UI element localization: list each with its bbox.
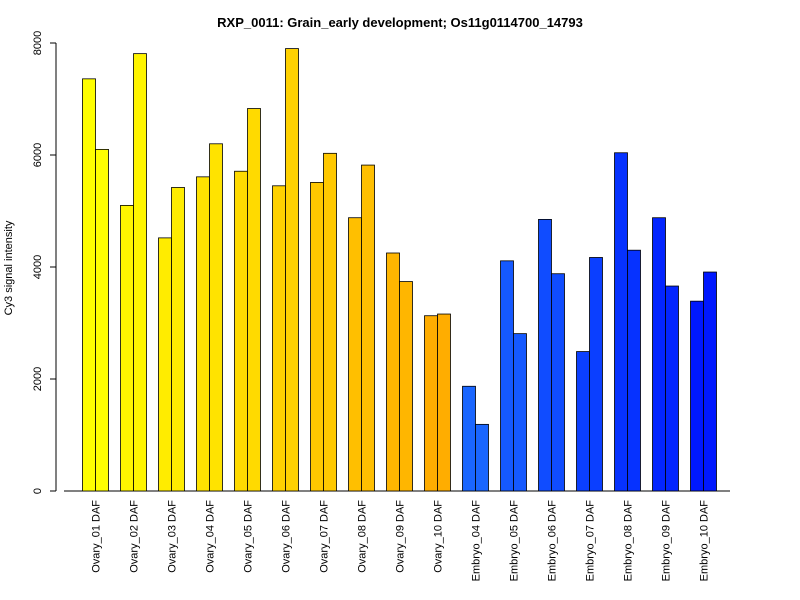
- y-tick-label: 4000: [32, 255, 44, 279]
- x-tick-label: Embryo_10 DAF: [699, 500, 711, 582]
- x-tick-label: Embryo_09 DAF: [661, 500, 673, 582]
- bar: [323, 152, 337, 492]
- bar: [272, 185, 286, 492]
- bar: [500, 260, 514, 492]
- bar: [95, 148, 109, 492]
- x-tick-label: Ovary_03 DAF: [167, 500, 179, 573]
- x-tick-label: Ovary_06 DAF: [281, 500, 293, 573]
- bar: [209, 143, 223, 492]
- bar: [551, 273, 565, 492]
- y-tick-label: 0: [32, 488, 44, 494]
- bar: [690, 300, 704, 492]
- bar: [171, 187, 185, 492]
- bar: [424, 315, 438, 492]
- bar: [475, 423, 489, 492]
- bar: [361, 164, 375, 492]
- x-tick-label: Embryo_08 DAF: [623, 500, 635, 582]
- bar: [196, 176, 210, 492]
- category-labels: Ovary_01 DAF Ovary_02 DAF Ovary_03 DAF Ovar…: [91, 500, 711, 582]
- bar: [576, 351, 590, 492]
- bar: [120, 204, 134, 492]
- bar: [234, 170, 248, 492]
- x-tick-label: Ovary_10 DAF: [433, 500, 445, 573]
- bar: [462, 385, 476, 492]
- y-axis-label: Cy3 signal intensity: [3, 220, 15, 315]
- chart-title: RXP_0011: Grain_early development; Os11g…: [217, 15, 583, 30]
- x-tick-label: Ovary_02 DAF: [129, 500, 141, 573]
- bar: [386, 252, 400, 492]
- bar: [614, 152, 628, 492]
- bar: [665, 285, 679, 492]
- bar: [513, 333, 527, 492]
- bar: [310, 182, 324, 492]
- bars: [82, 48, 717, 492]
- bar: [703, 271, 717, 492]
- x-tick-label: Ovary_05 DAF: [243, 500, 255, 573]
- bar: [82, 78, 96, 492]
- y-tick-label: 8000: [32, 31, 44, 55]
- x-tick-label: Ovary_08 DAF: [357, 500, 369, 573]
- x-tick-label: Ovary_07 DAF: [319, 500, 331, 573]
- x-tick-label: Embryo_07 DAF: [585, 500, 597, 582]
- bar: [158, 237, 172, 492]
- x-tick-label: Embryo_06 DAF: [547, 500, 559, 582]
- x-tick-label: Ovary_04 DAF: [205, 500, 217, 573]
- x-tick-label: Embryo_05 DAF: [509, 500, 521, 582]
- bar: [133, 53, 147, 492]
- bar: [652, 217, 666, 492]
- x-tick-label: Ovary_01 DAF: [91, 500, 103, 573]
- y-tick-label: 6000: [32, 143, 44, 167]
- bar: [437, 313, 451, 492]
- y-axis: 0 2000 4000 6000 8000: [32, 31, 57, 494]
- bar: [247, 108, 261, 492]
- bar: [348, 217, 362, 492]
- bar: [285, 48, 299, 492]
- bar: [399, 281, 413, 492]
- x-tick-label: Embryo_04 DAF: [471, 500, 483, 582]
- bar: [538, 218, 552, 492]
- bar: [589, 257, 603, 492]
- x-tick-label: Ovary_09 DAF: [395, 500, 407, 573]
- y-tick-label: 2000: [32, 367, 44, 391]
- bar: [627, 249, 641, 492]
